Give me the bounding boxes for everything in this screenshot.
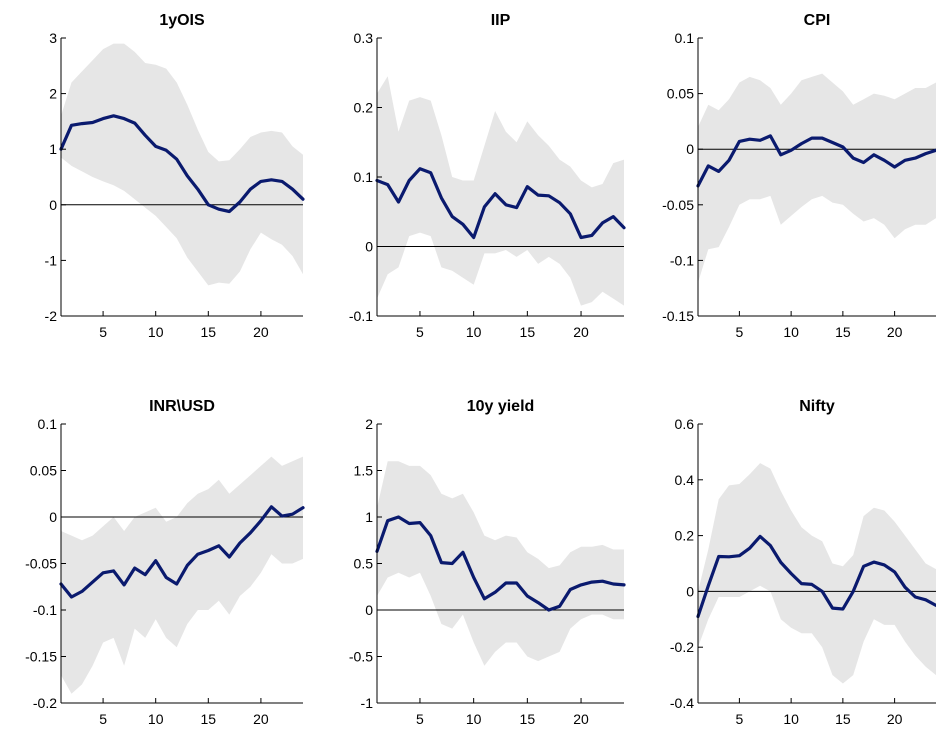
y-tick-label: 0 — [365, 239, 373, 255]
y-tick-label: -0.05 — [662, 197, 694, 213]
y-tick-label: -1 — [45, 252, 58, 268]
y-tick-label: 1 — [49, 141, 57, 157]
panel-1: -0.1 0 0.1 0.2 0.3 5 10 15 20 IIP — [349, 12, 626, 340]
x-tick-label: 15 — [520, 711, 536, 727]
panel-5: -0.4 -0.2 0 0.2 0.4 0.6 5 10 15 20 Nifty — [670, 398, 936, 727]
y-tick-label: -0.2 — [670, 639, 694, 655]
x-tick-label: 15 — [201, 711, 217, 727]
y-tick-label: 3 — [49, 30, 57, 46]
y-tick-label: 0.3 — [354, 30, 374, 46]
x-tick-label: 20 — [253, 711, 269, 727]
confidence-band — [698, 73, 936, 283]
y-tick-label: -0.1 — [349, 308, 373, 324]
y-tick-label: -0.15 — [25, 649, 57, 665]
panel-4: -1 -0.5 0 0.5 1 1.5 2 5 10 15 20 10y yield — [349, 398, 626, 727]
x-tick-label: 20 — [887, 711, 903, 727]
estimate-line — [375, 167, 626, 240]
y-tick-label: 0 — [49, 197, 57, 213]
x-tick-label: 20 — [573, 711, 589, 727]
y-tick-label: 0.6 — [675, 416, 695, 432]
y-tick-label: 0.05 — [30, 463, 57, 479]
y-tick-label: 0 — [49, 509, 57, 525]
y-tick-label: -0.4 — [670, 695, 694, 711]
y-tick-label: 0.2 — [354, 100, 374, 116]
estimate-line — [696, 134, 936, 188]
x-tick-label: 15 — [520, 324, 536, 340]
y-tick-label: 0.05 — [667, 86, 694, 102]
x-tick-label: 10 — [783, 324, 799, 340]
y-tick-label: 0.1 — [354, 169, 374, 185]
x-tick-label: 5 — [735, 324, 743, 340]
confidence-band — [61, 43, 303, 286]
y-tick-label: -0.15 — [662, 308, 694, 324]
x-tick-label: 5 — [735, 711, 743, 727]
estimate-line — [696, 534, 936, 619]
y-tick-label: -0.2 — [33, 695, 57, 711]
y-tick-label: 0 — [365, 602, 373, 618]
panel-title: INR\USD — [149, 398, 215, 415]
x-tick-label: 10 — [148, 324, 164, 340]
x-tick-label: 10 — [783, 711, 799, 727]
x-tick-label: 5 — [99, 711, 107, 727]
y-tick-label: -0.1 — [33, 602, 57, 618]
confidence-band — [377, 76, 624, 306]
y-tick-label: 1 — [365, 509, 373, 525]
y-tick-label: -1 — [361, 695, 374, 711]
x-tick-label: 20 — [573, 324, 589, 340]
x-tick-label: 20 — [887, 324, 903, 340]
y-tick-label: 0 — [686, 583, 694, 599]
y-tick-label: 0 — [686, 141, 694, 157]
x-tick-label: 5 — [99, 324, 107, 340]
y-tick-label: 0.1 — [38, 416, 58, 432]
panel-title: IIP — [491, 12, 511, 29]
x-tick-label: 5 — [416, 324, 424, 340]
estimate-line — [59, 505, 305, 599]
x-tick-label: 10 — [466, 711, 482, 727]
x-tick-label: 10 — [148, 711, 164, 727]
estimate-line — [59, 114, 305, 214]
panel-title: 1yOIS — [159, 12, 205, 29]
x-tick-label: 5 — [416, 711, 424, 727]
estimate-line — [375, 515, 626, 612]
x-tick-label: 15 — [835, 324, 851, 340]
panel-title: Nifty — [799, 398, 835, 415]
confidence-band — [698, 463, 936, 684]
y-tick-label: 0.4 — [675, 472, 695, 488]
y-tick-label: 2 — [49, 86, 57, 102]
y-tick-label: 2 — [365, 416, 373, 432]
x-tick-label: 10 — [466, 324, 482, 340]
y-tick-label: 0.5 — [354, 556, 374, 572]
panel-2: -0.15 -0.1 -0.05 0 0.05 0.1 5 10 15 20 CPI — [662, 12, 936, 340]
y-tick-label: -0.1 — [670, 252, 694, 268]
panel-3: -0.2 -0.15 -0.1 -0.05 0 0.05 0.1 5 10 15 20 INR\USD — [25, 398, 305, 727]
panel-title: 10y yield — [467, 398, 535, 415]
y-tick-label: 0.1 — [675, 30, 695, 46]
x-tick-label: 15 — [201, 324, 217, 340]
y-tick-label: 0.2 — [675, 528, 695, 544]
confidence-band — [377, 461, 624, 666]
x-tick-label: 20 — [253, 324, 269, 340]
panel-0: -2 -1 0 1 2 3 5 10 15 20 1yOIS — [45, 12, 305, 340]
panel-title: CPI — [804, 12, 831, 29]
y-tick-label: -0.5 — [349, 649, 373, 665]
y-tick-label: 1.5 — [354, 463, 374, 479]
y-tick-label: -0.05 — [25, 556, 57, 572]
y-tick-label: -2 — [45, 308, 58, 324]
x-tick-label: 15 — [835, 711, 851, 727]
